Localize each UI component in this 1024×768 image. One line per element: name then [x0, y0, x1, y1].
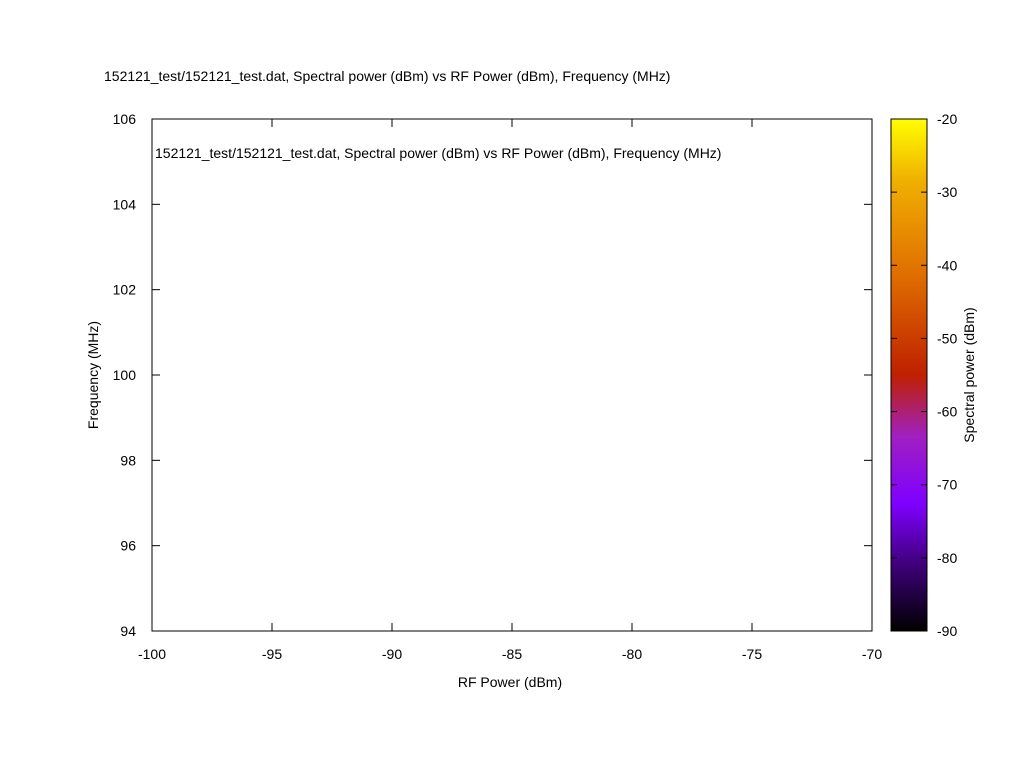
y-axis-ticks: 94 96 98 100 102 104 106	[113, 111, 872, 639]
x-tick-label: -80	[622, 646, 642, 662]
y-tick-label: 102	[113, 282, 137, 298]
colorbar-tick-label: -20	[937, 111, 957, 127]
x-tick-label: -90	[382, 646, 402, 662]
x-axis-ticks: -100 -95 -90 -85 -80 -75 -70	[138, 119, 882, 662]
x-tick-label: -70	[862, 646, 882, 662]
y-tick-label: 96	[120, 538, 136, 554]
y-tick-label: 94	[120, 623, 136, 639]
plot-area	[151, 118, 873, 632]
colorbar-tick-label: -50	[937, 330, 957, 346]
colorbar-ticks: -90 -80 -70 -60 -50 -40 -30 -20	[891, 111, 957, 639]
key-label: 152121_test/152121_test.dat, Spectral po…	[155, 145, 721, 161]
y-tick-label: 104	[113, 196, 137, 212]
colorbar	[890, 118, 928, 632]
y-axis-label: Frequency (MHz)	[85, 321, 101, 429]
colorbar-tick-label: -30	[937, 184, 957, 200]
colorbar-tick-label: -80	[937, 550, 957, 566]
x-tick-label: -85	[502, 646, 522, 662]
y-tick-label: 98	[120, 452, 136, 468]
colorbar-label: Spectral power (dBm)	[961, 307, 977, 442]
colorbar-tick-label: -60	[937, 404, 957, 420]
y-tick-label: 106	[113, 111, 137, 127]
colorbar-tick-label: -70	[937, 477, 957, 493]
colorbar-tick-label: -90	[937, 623, 957, 639]
chart-title: 152121_test/152121_test.dat, Spectral po…	[104, 68, 670, 84]
x-axis-label: RF Power (dBm)	[458, 674, 562, 690]
x-tick-label: -100	[138, 646, 166, 662]
y-tick-label: 100	[113, 367, 137, 383]
x-tick-label: -95	[262, 646, 282, 662]
colorbar-tick-label: -40	[937, 257, 957, 273]
x-tick-label: -75	[742, 646, 762, 662]
